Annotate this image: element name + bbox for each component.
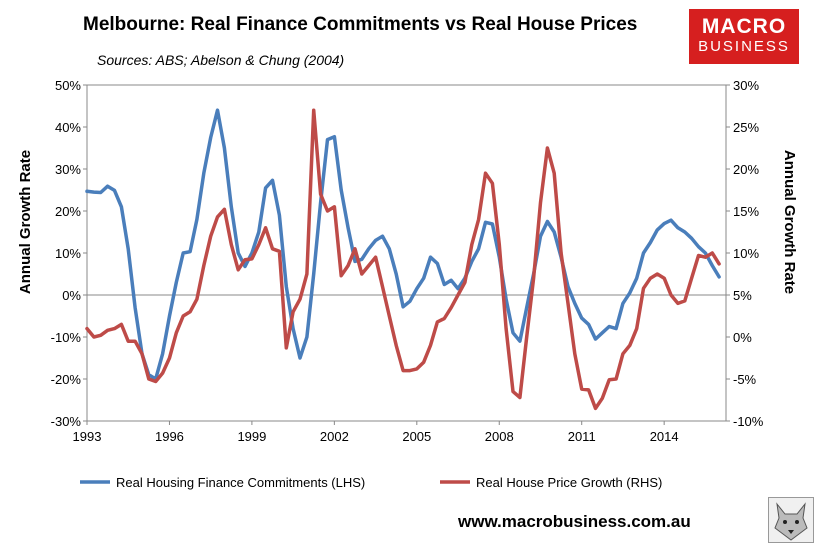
x-tick-label: 2002 [320,429,349,444]
series-line-house-price [85,108,721,411]
y-tick-right-label: 15% [733,204,759,219]
legend-label: Real Housing Finance Commitments (LHS) [116,475,365,490]
legend-label: Real House Price Growth (RHS) [476,475,662,490]
y-tick-left-label: 30% [55,162,81,177]
series-line-housing-finance [85,108,721,381]
y-tick-left-label: 20% [55,204,81,219]
y-tick-right-label: 30% [733,78,759,93]
logo-line-2: BUSINESS [698,38,790,55]
y-tick-right-label: 0% [733,330,752,345]
website-link[interactable]: www.macrobusiness.com.au [458,512,691,531]
x-tick-label: 2008 [485,429,514,444]
logo-line-1: MACRO [701,15,787,38]
x-tick-label: 2005 [402,429,431,444]
x-tick-label: 1999 [237,429,266,444]
wolf-logo-icon [768,497,814,543]
x-tick-label: 1993 [73,429,102,444]
x-tick-label: 2014 [650,429,679,444]
y-tick-right-label: 5% [733,288,752,303]
x-tick-label: 2011 [568,429,596,444]
y-ticks-left: -30% -20% -10% 0% 10% 20% 30% 40% 50% [51,78,87,429]
y-tick-left-label: 10% [55,246,81,261]
y-tick-left-label: 40% [55,120,81,135]
y-tick-right-label: 10% [733,246,759,261]
x-tick-label: 1996 [155,429,184,444]
macrobusiness-logo[interactable]: MACRO BUSINESS [689,9,799,64]
x-ticks: 1993 1996 1999 2002 2005 2008 2011 2014 [73,421,679,444]
chart-title: Melbourne: Real Finance Commitments vs R… [83,14,638,35]
y-tick-left-label: 0% [62,288,81,303]
series-lines [85,108,721,411]
y-ticks-right: -10% -5% 0% 5% 10% 15% 20% 25% 30% [726,78,764,429]
y-tick-right-label: 20% [733,162,759,177]
y-tick-left-label: -30% [51,414,82,429]
y-tick-left-label: -20% [51,372,82,387]
y-tick-right-label: -10% [733,414,764,429]
legend: Real Housing Finance Commitments (LHS) Re… [80,475,662,490]
chart-subtitle: Sources: ABS; Abelson & Chung (2004) [97,52,345,68]
y-tick-right-label: -5% [733,372,757,387]
y-tick-left-label: -10% [51,330,82,345]
y-tick-right-label: 25% [733,120,759,135]
y-tick-left-label: 50% [55,78,81,93]
